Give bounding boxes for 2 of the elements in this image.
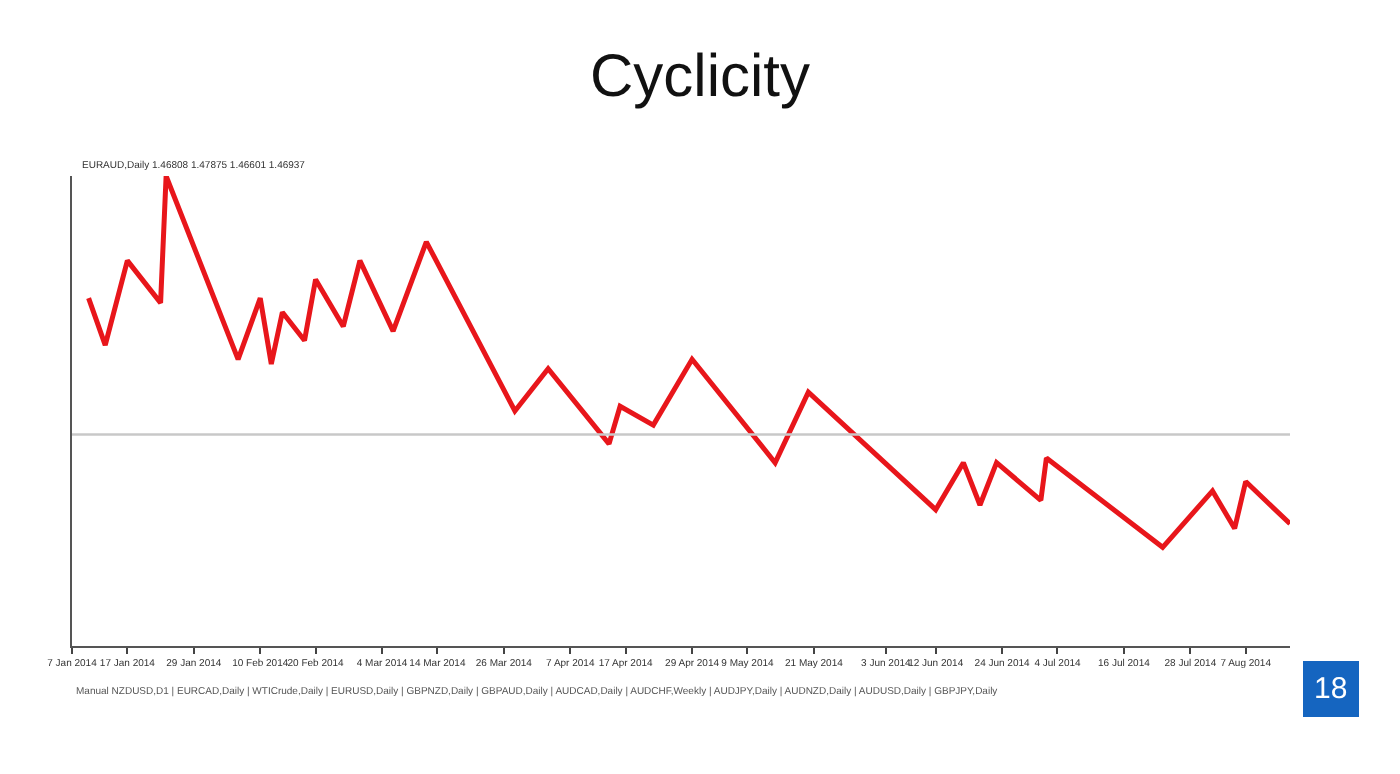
chart-title: Cyclicity [590,44,810,111]
text: 18 [1314,672,1348,706]
